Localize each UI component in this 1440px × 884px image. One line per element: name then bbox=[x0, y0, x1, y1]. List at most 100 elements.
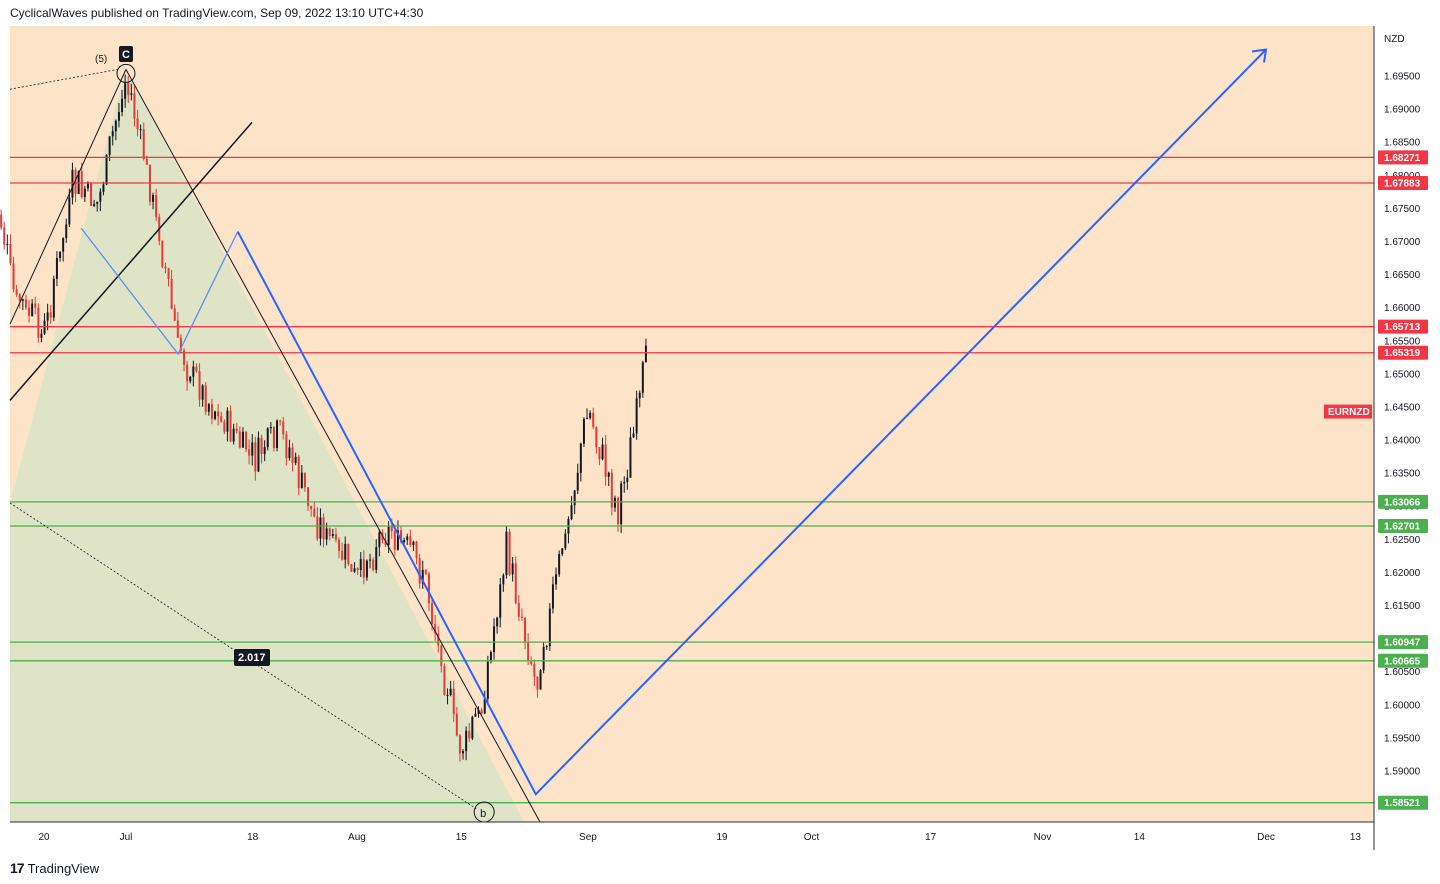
candle bbox=[375, 539, 378, 574]
candle bbox=[338, 537, 341, 559]
level-label-1.63066: 1.63066 bbox=[1384, 497, 1421, 508]
candle-body bbox=[114, 120, 117, 132]
candle bbox=[586, 408, 589, 420]
candle bbox=[192, 360, 195, 387]
candle bbox=[207, 402, 210, 416]
candle-body bbox=[127, 82, 130, 95]
candle-body bbox=[297, 456, 300, 488]
candle-body bbox=[582, 419, 585, 444]
symbol-label: EURNZD bbox=[1328, 407, 1370, 418]
candle-body bbox=[245, 431, 248, 450]
candle-body bbox=[99, 191, 102, 202]
candle-body bbox=[108, 136, 111, 155]
candle bbox=[551, 576, 554, 614]
candle bbox=[204, 382, 207, 416]
candle bbox=[62, 237, 65, 262]
candle-body bbox=[195, 366, 198, 372]
tradingview-footer[interactable]: 17 TradingView bbox=[10, 860, 99, 876]
candle bbox=[598, 446, 601, 466]
candle-body bbox=[52, 278, 55, 318]
time-tick: Oct bbox=[804, 832, 820, 843]
candle-body bbox=[217, 411, 220, 417]
candle bbox=[353, 562, 356, 573]
candle bbox=[582, 417, 585, 447]
candle bbox=[610, 468, 613, 516]
candle bbox=[561, 548, 564, 557]
candle bbox=[266, 427, 269, 451]
candle-body bbox=[96, 201, 99, 204]
candle bbox=[477, 706, 480, 718]
candle-body bbox=[458, 735, 461, 754]
candle-body bbox=[372, 559, 375, 570]
price-tick: 1.63500 bbox=[1384, 469, 1421, 480]
candle bbox=[589, 410, 592, 420]
price-tick: 1.65000 bbox=[1384, 369, 1421, 380]
candle bbox=[170, 269, 173, 310]
candle bbox=[201, 384, 204, 407]
candle-body bbox=[223, 421, 226, 432]
level-label-1.68271: 1.68271 bbox=[1384, 153, 1421, 164]
candle-body bbox=[130, 93, 133, 95]
candle bbox=[418, 554, 421, 589]
candle bbox=[52, 275, 55, 322]
candle bbox=[328, 527, 331, 541]
candle bbox=[189, 375, 192, 384]
candle bbox=[511, 556, 514, 582]
candle bbox=[272, 426, 275, 452]
candle bbox=[130, 83, 133, 101]
candle-body bbox=[198, 371, 201, 400]
candle bbox=[235, 422, 238, 434]
candle bbox=[167, 267, 170, 287]
candle bbox=[114, 119, 117, 141]
candle bbox=[564, 529, 567, 551]
candle-body bbox=[183, 350, 186, 365]
candle bbox=[31, 299, 34, 317]
candle-body bbox=[263, 447, 266, 455]
candle-body bbox=[613, 497, 616, 508]
candle-body bbox=[232, 428, 235, 442]
candle bbox=[303, 472, 306, 492]
candle-body bbox=[300, 472, 303, 488]
candle bbox=[520, 608, 523, 621]
price-tick: 1.69000 bbox=[1384, 105, 1421, 116]
candle-body bbox=[446, 694, 449, 696]
candle bbox=[496, 616, 499, 634]
candle-body bbox=[291, 447, 294, 463]
candle-body bbox=[477, 709, 480, 714]
candle bbox=[294, 452, 297, 466]
price-tick: 1.64000 bbox=[1384, 436, 1421, 447]
level-label-1.65319: 1.65319 bbox=[1384, 348, 1421, 359]
candle-body bbox=[415, 541, 418, 559]
candle bbox=[282, 416, 285, 440]
candle-body bbox=[288, 447, 291, 458]
candle-body bbox=[589, 412, 592, 419]
candle-body bbox=[65, 224, 68, 239]
candle bbox=[83, 185, 86, 202]
candle-body bbox=[238, 431, 241, 448]
candle-body bbox=[620, 483, 623, 525]
candle-body bbox=[145, 158, 148, 165]
candle bbox=[592, 407, 595, 430]
candle-body bbox=[400, 530, 403, 543]
candle-body bbox=[514, 563, 517, 603]
candle bbox=[347, 543, 350, 566]
candle bbox=[344, 536, 347, 569]
candle-body bbox=[548, 608, 551, 647]
candle bbox=[499, 577, 502, 628]
candle-body bbox=[325, 528, 328, 540]
time-tick: Sep bbox=[579, 832, 597, 843]
candle-body bbox=[598, 447, 601, 460]
candle-body bbox=[431, 603, 434, 624]
price-tick: 1.60500 bbox=[1384, 667, 1421, 678]
candle bbox=[576, 463, 579, 495]
candle-body bbox=[34, 303, 37, 308]
candle-body bbox=[508, 531, 511, 575]
candle-body bbox=[440, 645, 443, 667]
candle-body bbox=[393, 531, 396, 550]
time-tick: 19 bbox=[716, 832, 728, 843]
candle-body bbox=[214, 411, 217, 419]
candle-body bbox=[254, 442, 257, 472]
candle-body bbox=[502, 575, 505, 585]
candle bbox=[524, 616, 527, 650]
